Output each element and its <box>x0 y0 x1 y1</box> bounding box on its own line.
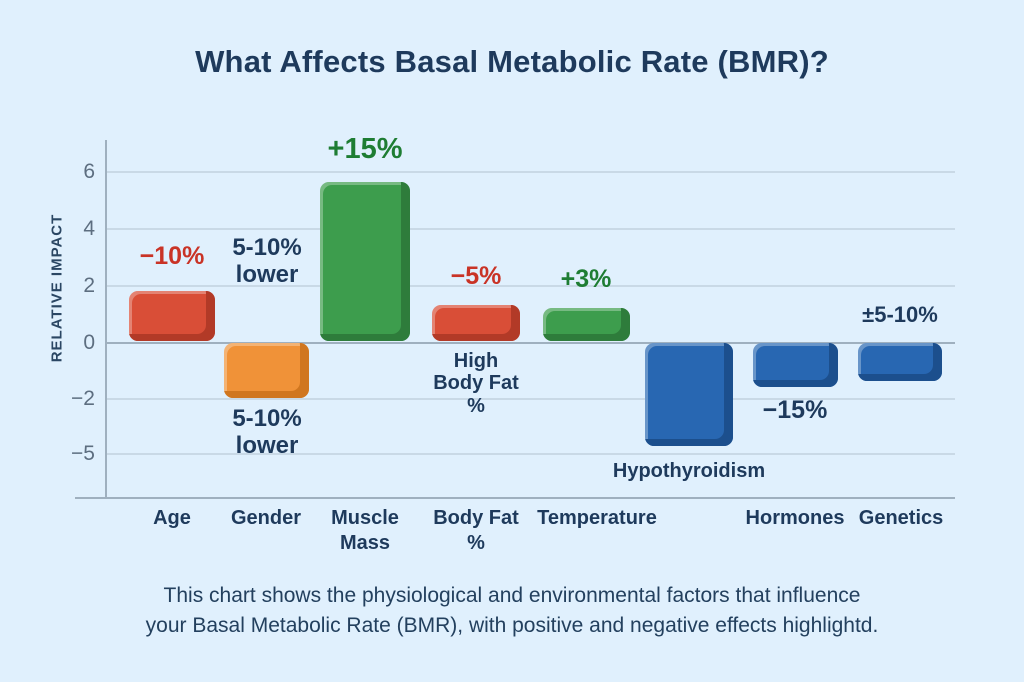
y-tick-label: 0 <box>83 331 95 354</box>
annotation-gender-below: 5-10% lower <box>232 405 302 459</box>
bar-gender <box>223 343 309 398</box>
y-tick-label: 2 <box>83 274 95 297</box>
bar-temperature <box>542 308 630 341</box>
caption: This chart shows the physiological and e… <box>0 581 1024 641</box>
bar-age <box>129 291 215 341</box>
gridline <box>105 285 955 287</box>
caption-line-2: your Basal Metabolic Rate (BMR), with po… <box>145 614 879 638</box>
x-axis-label-age: Age <box>153 507 191 529</box>
y-tick-label: −5 <box>71 442 95 465</box>
x-axis-label-body-fat-: Body Fat % <box>433 507 519 554</box>
y-axis-line <box>105 140 107 497</box>
gridline <box>105 398 955 400</box>
y-tick-label: 4 <box>83 217 95 240</box>
annotation-hormones-below: −15% <box>762 396 828 424</box>
annotation-age-above: −10% <box>139 242 205 270</box>
y-tick-label: 6 <box>83 160 95 183</box>
annotation-body-fat--below: High Body Fat % <box>433 350 519 417</box>
x-axis-label-temperature: Temperature <box>537 507 657 529</box>
chart-title: What Affects Basal Metabolic Rate (BMR)? <box>195 44 829 79</box>
gridline <box>105 171 955 173</box>
annotation-genetics-above: ±5-10% <box>862 302 938 327</box>
gridline <box>105 228 955 230</box>
bar-hypothyroidism <box>645 343 733 446</box>
annotation-muscle-mass-above: +15% <box>327 133 403 165</box>
gridline <box>105 453 955 455</box>
x-axis-label-hormones: Hormones <box>745 507 845 529</box>
x-axis-label-gender: Gender <box>230 507 302 529</box>
x-axis-baseline <box>75 497 955 499</box>
x-axis-label-muscle-mass: Muscle Mass <box>331 507 399 554</box>
x-axis-label-genetics: Genetics <box>858 507 944 529</box>
zero-line <box>105 342 955 344</box>
annotation-temperature-above: +3% <box>560 265 612 293</box>
bar-hormones <box>752 343 838 387</box>
y-tick-label: −2 <box>71 387 95 410</box>
bar-genetics <box>858 343 942 381</box>
bar-muscle-mass <box>320 182 410 341</box>
caption-line-1: This chart shows the physiological and e… <box>163 584 861 607</box>
bar-body-fat- <box>432 305 520 341</box>
annotation-body-fat--above: −5% <box>450 262 502 290</box>
annotation-hypothyroidism-below: Hypothyroidism <box>612 460 766 482</box>
annotation-gender-above: 5-10% lower <box>232 234 302 288</box>
